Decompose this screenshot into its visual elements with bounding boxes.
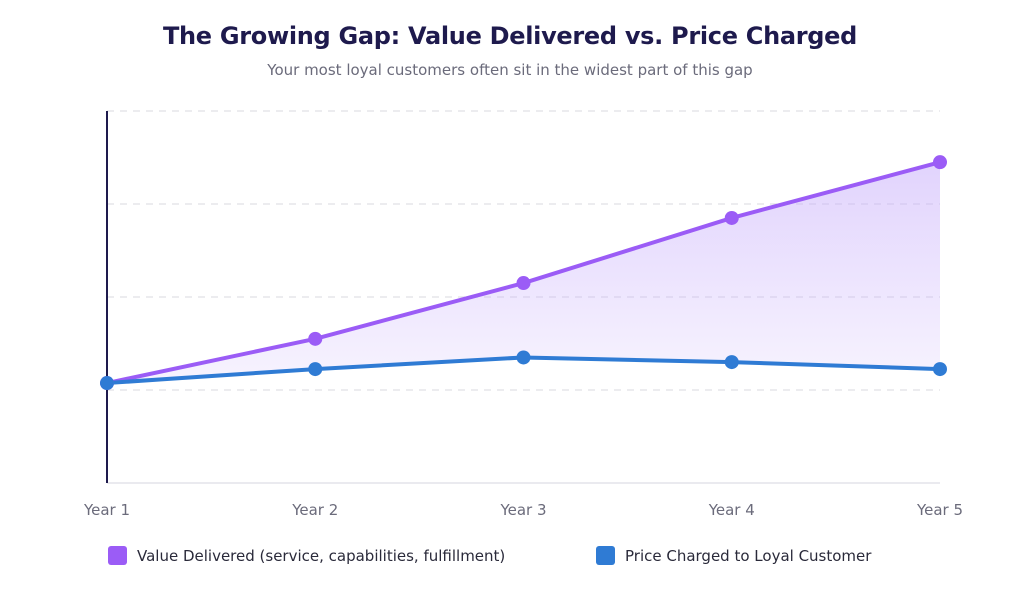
legend-item-value-delivered[interactable]: Value Delivered (service, capabilities, … [108,546,505,565]
point-value-delivered [724,210,739,225]
point-price-charged [724,355,739,370]
gap-area-layer [107,162,940,384]
x-axis-ticks: Year 1 Year 2 Year 3 Year 4 Year 5 [83,501,963,519]
point-value-delivered [308,331,323,346]
series-points [100,155,947,391]
legend-swatch-value [108,546,127,565]
chart-subtitle: Your most loyal customers often sit in t… [267,61,753,79]
x-tick-label: Year 3 [499,501,546,519]
legend-swatch-price [596,546,615,565]
axes [106,111,940,484]
x-tick-label: Year 4 [708,501,755,519]
point-price-charged [933,362,947,377]
x-tick-label: Year 2 [291,501,338,519]
point-price-charged [100,376,114,391]
point-price-charged [516,350,531,365]
legend-label-value: Value Delivered (service, capabilities, … [137,546,506,565]
chart-title: The Growing Gap: Value Delivered vs. Pri… [162,22,858,50]
x-tick-label: Year 1 [83,501,130,519]
legend-item-price-charged[interactable]: Price Charged to Loyal Customer [596,546,871,565]
point-value-delivered [933,155,947,170]
gap-area [107,162,940,384]
legend-label-price: Price Charged to Loyal Customer [625,546,872,565]
x-tick-label: Year 5 [916,501,963,519]
point-price-charged [308,362,323,377]
point-value-delivered [516,276,531,291]
